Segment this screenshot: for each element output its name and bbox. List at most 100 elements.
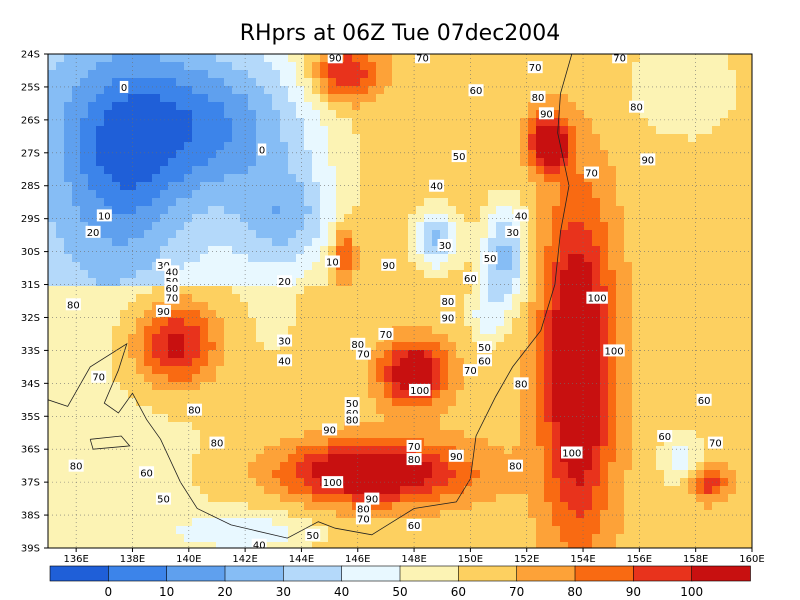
rh-cell: [184, 494, 193, 503]
rh-cell: [712, 102, 721, 111]
rh-cell: [544, 182, 553, 191]
rh-cell: [384, 102, 393, 111]
rh-cell: [248, 374, 257, 383]
rh-cell: [120, 310, 129, 319]
rh-cell: [720, 382, 729, 391]
rh-cell: [312, 454, 321, 463]
rh-cell: [376, 182, 385, 191]
rh-cell: [528, 494, 537, 503]
rh-cell: [600, 198, 609, 207]
rh-cell: [240, 446, 249, 455]
rh-cell: [360, 214, 369, 223]
rh-cell: [256, 462, 265, 471]
rh-cell: [184, 150, 193, 159]
rh-cell: [632, 374, 641, 383]
rh-cell: [248, 470, 257, 479]
rh-cell: [240, 382, 249, 391]
rh-cell: [736, 470, 745, 479]
rh-cell: [312, 94, 321, 103]
rh-cell: [64, 230, 73, 239]
rh-cell: [400, 118, 409, 127]
rh-cell: [96, 390, 105, 399]
rh-cell: [304, 270, 313, 279]
rh-cell: [360, 150, 369, 159]
rh-cell: [424, 294, 433, 303]
rh-cell: [488, 358, 497, 367]
rh-cell: [160, 238, 169, 247]
rh-cell: [536, 230, 545, 239]
rh-cell: [416, 302, 425, 311]
rh-cell: [64, 294, 73, 303]
rh-cell: [736, 134, 745, 143]
rh-cell: [360, 230, 369, 239]
rh-cell: [120, 286, 129, 295]
rh-cell: [504, 86, 513, 95]
rh-cell: [376, 134, 385, 143]
rh-cell: [424, 374, 433, 383]
rh-cell: [224, 302, 233, 311]
rh-cell: [504, 126, 513, 135]
rh-cell: [584, 310, 593, 319]
rh-cell: [216, 334, 225, 343]
rh-cell: [160, 294, 169, 303]
rh-cell: [496, 142, 505, 151]
rh-cell: [272, 174, 281, 183]
rh-cell: [184, 342, 193, 351]
rh-cell: [88, 254, 97, 263]
rh-cell: [520, 70, 529, 79]
rh-cell: [264, 278, 273, 287]
rh-cell: [232, 238, 241, 247]
rh-cell: [560, 486, 569, 495]
rh-cell: [696, 350, 705, 359]
rh-cell: [560, 262, 569, 271]
rh-cell: [272, 438, 281, 447]
rh-cell: [320, 166, 329, 175]
rh-cell: [176, 62, 185, 71]
rh-cell: [392, 246, 401, 255]
rh-cell: [696, 438, 705, 447]
rh-cell: [272, 470, 281, 479]
rh-cell: [152, 94, 161, 103]
rh-cell: [496, 502, 505, 511]
rh-cell: [320, 326, 329, 335]
rh-cell: [336, 150, 345, 159]
rh-cell: [544, 406, 553, 415]
rh-cell: [472, 342, 481, 351]
rh-cell: [480, 94, 489, 103]
rh-cell: [616, 310, 625, 319]
rh-cell: [368, 254, 377, 263]
rh-cell: [600, 262, 609, 271]
rh-cell: [424, 238, 433, 247]
rh-cell: [624, 414, 633, 423]
rh-cell: [640, 342, 649, 351]
rh-cell: [512, 150, 521, 159]
rh-cell: [400, 398, 409, 407]
rh-cell: [104, 222, 113, 231]
rh-cell: [424, 222, 433, 231]
rh-cell: [592, 214, 601, 223]
rh-cell: [616, 382, 625, 391]
rh-cell: [64, 494, 73, 503]
rh-cell: [184, 414, 193, 423]
rh-cell: [712, 62, 721, 71]
rh-cell: [480, 438, 489, 447]
rh-cell: [216, 502, 225, 511]
rh-cell: [88, 198, 97, 207]
rh-cell: [536, 374, 545, 383]
rh-cell: [464, 70, 473, 79]
rh-cell: [728, 222, 737, 231]
rh-cell: [432, 358, 441, 367]
rh-cell: [136, 142, 145, 151]
rh-cell: [264, 382, 273, 391]
rh-cell: [552, 350, 561, 359]
rh-cell: [680, 318, 689, 327]
rh-cell: [528, 430, 537, 439]
rh-cell: [576, 222, 585, 231]
rh-cell: [224, 414, 233, 423]
rh-cell: [488, 294, 497, 303]
rh-cell: [48, 78, 57, 87]
rh-cell: [328, 102, 337, 111]
rh-cell: [656, 54, 665, 63]
rh-cell: [248, 318, 257, 327]
rh-cell: [232, 262, 241, 271]
